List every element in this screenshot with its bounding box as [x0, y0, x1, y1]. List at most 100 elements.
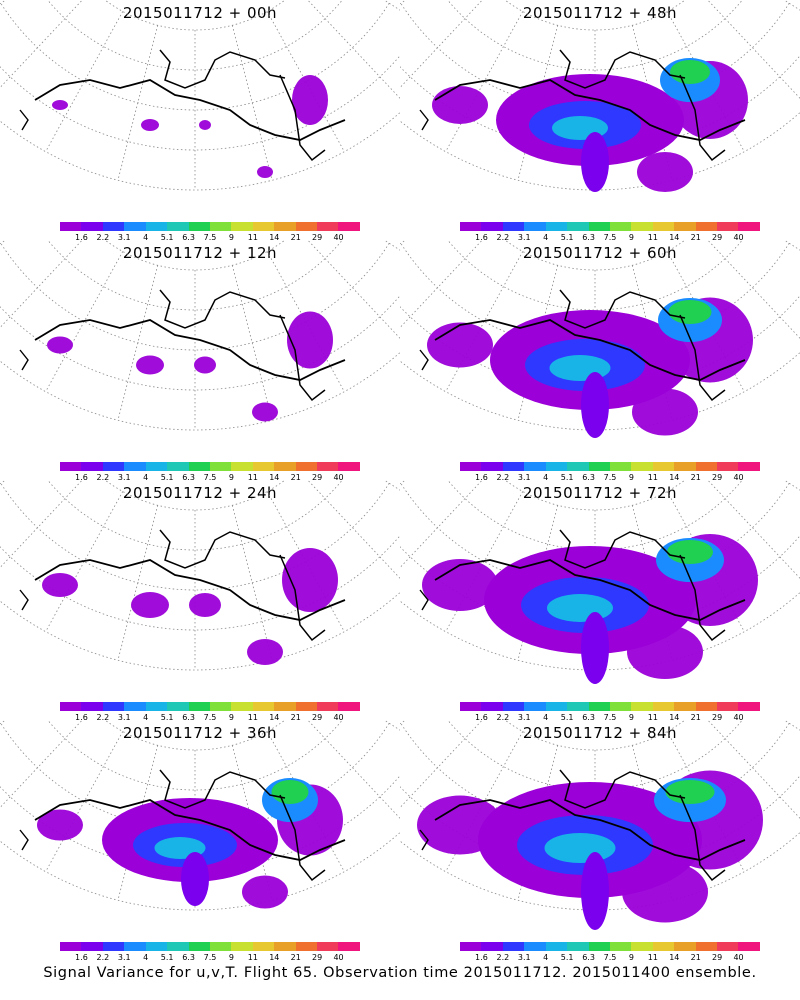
colorbar-swatch — [252, 462, 275, 471]
coastlines — [419, 769, 746, 882]
colorbar-tick-label: 14 — [669, 233, 680, 242]
colorbar-swatch — [102, 222, 125, 231]
colorbar-tick-label: 14 — [269, 713, 280, 722]
colorbar-swatch — [738, 222, 760, 231]
colorbar-tick-label: 5.1 — [560, 713, 574, 722]
colorbar-swatch — [209, 222, 232, 231]
map-panel: 2015011712 + 36h 1.6 2.2 3.1 4 5.1 6.3 7.5 9 11 14… — [0, 720, 400, 962]
colorbar-tick-label: 6.3 — [182, 953, 195, 962]
colorbar-tick-label: 7.5 — [203, 953, 217, 962]
colorbar-swatch — [502, 942, 525, 951]
colorbar-swatch — [188, 702, 210, 711]
colorbar-swatch — [338, 942, 360, 951]
colorbar-labels: 1.6 2.2 3.1 4 5.1 6.3 7.5 9 11 14 21 29 40 — [60, 233, 360, 243]
colorbar-swatch — [124, 702, 146, 711]
colorbar-tick-label: 21 — [690, 233, 701, 242]
colorbar-swatch — [524, 702, 546, 711]
colorbar-swatch — [145, 702, 168, 711]
colorbar-tick-label: 4 — [543, 713, 549, 722]
colorbar-tick-label: 6.3 — [582, 713, 595, 722]
colorbar-swatch — [545, 702, 568, 711]
colorbar-tick-label: 3.1 — [517, 233, 531, 242]
colorbar-tick-label: 3.1 — [517, 953, 531, 962]
colorbar-tick-label: 2.2 — [96, 953, 110, 962]
colorbar-tick-label: 7.5 — [203, 233, 217, 242]
colorbar-swatch — [188, 942, 210, 951]
map-panel: 2015011712 + 48h 1.6 2.2 3.1 4 5.1 6.3 7.5 9 11 14… — [400, 0, 800, 242]
colorbar-tick-label: 6.3 — [182, 473, 195, 482]
colorbar-swatch — [167, 942, 189, 951]
colorbar-labels: 1.6 2.2 3.1 4 5.1 6.3 7.5 9 11 14 21 29 40 — [460, 473, 760, 483]
polar-map — [0, 720, 400, 911]
map-panel: 2015011712 + 12h 1.6 2.2 3.1 4 5.1 6.3 7.5 9 11 14… — [0, 240, 400, 482]
colorbar-swatch — [209, 702, 232, 711]
colorbar-tick-label: 40 — [733, 713, 744, 722]
colorbar-tick-label: 40 — [333, 473, 344, 482]
colorbar-tick-label: 40 — [333, 953, 344, 962]
colorbar-tick-label: 5.1 — [560, 953, 574, 962]
coastlines — [419, 49, 746, 162]
colorbar-swatch — [188, 462, 210, 471]
colorbar-swatch — [188, 222, 210, 231]
colorbar-tick-label: 14 — [669, 953, 680, 962]
colorbar-tick-label: 11 — [647, 473, 658, 482]
colorbar-swatch — [209, 462, 232, 471]
coastlines — [19, 529, 346, 642]
colorbar-swatch — [674, 222, 696, 231]
colorbar-tick-label: 4 — [543, 473, 549, 482]
colorbar-tick-label: 3.1 — [517, 473, 531, 482]
colorbar-swatch — [481, 942, 503, 951]
colorbar-tick-label: 21 — [690, 713, 701, 722]
colorbar-tick-label: 40 — [733, 233, 744, 242]
colorbar-tick-label: 29 — [712, 713, 723, 722]
colorbar-tick-label: 14 — [669, 473, 680, 482]
coastlines — [19, 49, 346, 162]
colorbar-tick-label: 29 — [712, 953, 723, 962]
colorbar-tick-label: 6.3 — [582, 473, 595, 482]
variance-field — [52, 75, 328, 178]
colorbar-tick-label: 4 — [143, 473, 149, 482]
colorbar-swatch — [524, 942, 546, 951]
colorbar-tick-label: 5.1 — [160, 233, 174, 242]
colorbar-swatch — [274, 942, 296, 951]
colorbar-swatch — [460, 462, 482, 471]
colorbar-swatch — [738, 462, 760, 471]
polar-map — [400, 0, 800, 192]
colorbar-tick-label: 6.3 — [582, 953, 595, 962]
colorbar-tick-label: 21 — [290, 953, 301, 962]
colorbar-tick-label: 4 — [543, 953, 549, 962]
colorbar-swatch — [567, 702, 589, 711]
colorbar-swatch — [717, 462, 739, 471]
colorbar-swatch — [167, 462, 189, 471]
colorbar-tick-label: 29 — [312, 473, 323, 482]
colorbar-swatch — [717, 702, 739, 711]
colorbar-tick-label: 21 — [290, 233, 301, 242]
polar-map — [400, 720, 800, 930]
colorbar-swatch — [738, 942, 760, 951]
colorbar-tick-label: 7.5 — [603, 473, 617, 482]
colorbar-tick-label: 2.2 — [496, 953, 510, 962]
colorbar-swatch — [209, 942, 232, 951]
colorbar-swatch — [460, 222, 482, 231]
colorbar-tick-label: 4 — [143, 713, 149, 722]
colorbar-swatch — [460, 942, 482, 951]
colorbar-swatch — [588, 222, 610, 231]
colorbar-swatch — [338, 702, 360, 711]
colorbar-tick-label: 2.2 — [96, 713, 110, 722]
colorbar-swatch — [717, 942, 739, 951]
colorbar-tick-label: 9 — [228, 473, 234, 482]
colorbar-swatch — [81, 462, 103, 471]
colorbar-swatch — [317, 222, 339, 231]
polar-map — [400, 480, 800, 684]
colorbar-tick-label: 7.5 — [603, 713, 617, 722]
colorbar-swatch — [652, 942, 675, 951]
panel-title: 2015011712 + 12h — [122, 244, 278, 262]
colorbar — [460, 702, 760, 711]
colorbar-tick-label: 11 — [247, 233, 258, 242]
colorbar-tick-label: 5.1 — [160, 473, 174, 482]
colorbar-swatch — [545, 942, 568, 951]
variance-field — [417, 770, 763, 930]
polar-map — [0, 240, 400, 431]
colorbar — [60, 942, 360, 951]
colorbar-tick-label: 1.6 — [475, 713, 488, 722]
